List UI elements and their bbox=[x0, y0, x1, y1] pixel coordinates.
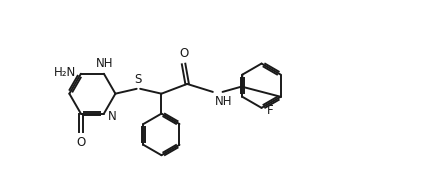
Text: NH: NH bbox=[96, 57, 114, 70]
Text: NH: NH bbox=[215, 95, 232, 108]
Text: H₂N: H₂N bbox=[54, 66, 76, 79]
Text: O: O bbox=[76, 136, 86, 149]
Text: S: S bbox=[135, 73, 142, 86]
Text: F: F bbox=[267, 104, 273, 117]
Text: N: N bbox=[108, 110, 117, 123]
Text: O: O bbox=[179, 48, 188, 61]
